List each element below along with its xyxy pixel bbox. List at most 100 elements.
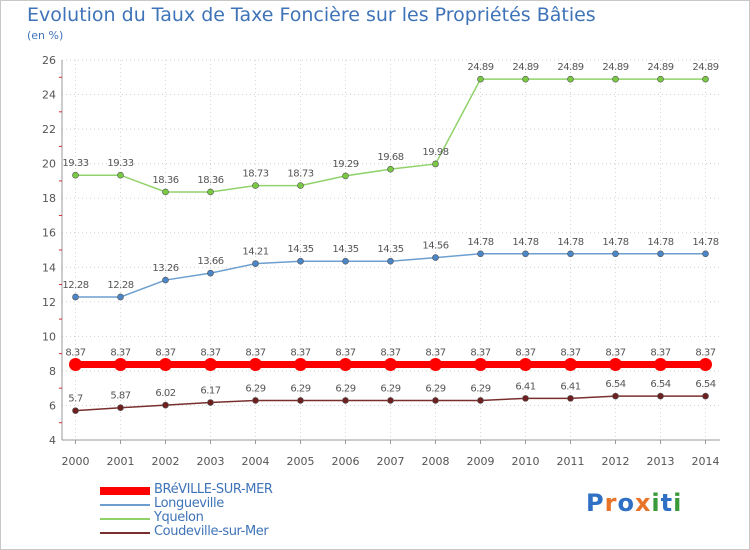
data-label: 6.29 — [335, 383, 355, 394]
data-label: 18.36 — [152, 175, 178, 186]
x-tick-label: 2001 — [107, 455, 135, 468]
data-label: 8.37 — [650, 348, 670, 359]
data-point — [519, 358, 532, 372]
data-point — [387, 397, 394, 404]
data-label: 24.89 — [602, 62, 628, 73]
x-tick-label: 2008 — [422, 455, 450, 468]
data-label: 19.68 — [377, 152, 403, 163]
data-point — [387, 257, 394, 265]
data-point — [564, 358, 577, 372]
data-label: 24.89 — [557, 62, 583, 73]
logo-letter: t — [660, 489, 674, 517]
data-label: 8.37 — [290, 348, 310, 359]
data-label: 8.37 — [245, 348, 265, 359]
data-point — [114, 358, 127, 372]
data-point — [477, 250, 484, 258]
data-label: 14.78 — [512, 237, 538, 248]
y-tick-label: 10 — [42, 330, 56, 343]
data-label: 14.78 — [647, 237, 673, 248]
y-tick-label: 8 — [49, 365, 56, 378]
data-label: 5.7 — [68, 394, 83, 405]
data-point — [297, 257, 304, 265]
data-point — [207, 269, 214, 277]
legend-label: Yquelon — [154, 510, 204, 525]
y-tick-label: 24 — [42, 89, 56, 102]
data-label: 14.78 — [467, 237, 493, 248]
x-tick-label: 2006 — [332, 455, 360, 468]
data-label: 14.78 — [557, 237, 583, 248]
data-point — [432, 160, 439, 168]
data-label: 6.54 — [605, 379, 625, 390]
data-point — [162, 401, 169, 409]
logo-letter: i — [673, 489, 683, 517]
x-tick-label: 2013 — [647, 455, 675, 468]
data-label: 18.36 — [197, 175, 223, 186]
data-label: 8.37 — [65, 348, 85, 359]
x-tick-label: 2007 — [377, 455, 405, 468]
data-label: 14.78 — [692, 237, 718, 248]
data-point — [72, 407, 79, 414]
data-point — [117, 171, 124, 179]
data-label: 8.37 — [380, 348, 400, 359]
data-point — [477, 397, 484, 404]
data-label: 24.89 — [692, 62, 718, 73]
data-label: 8.37 — [155, 348, 175, 359]
data-label: 8.37 — [515, 348, 535, 359]
data-point — [159, 358, 172, 372]
data-label: 18.73 — [287, 169, 313, 180]
legend-swatch — [100, 532, 150, 534]
logo-letter: r — [604, 489, 618, 517]
data-point — [612, 75, 619, 83]
data-label: 8.37 — [110, 348, 130, 359]
data-point — [702, 392, 709, 400]
x-tick-label: 2012 — [602, 455, 630, 468]
x-tick-label: 2009 — [467, 455, 495, 468]
data-point — [342, 257, 349, 265]
data-label: 24.89 — [467, 62, 493, 73]
data-label: 13.26 — [152, 263, 178, 274]
data-label: 8.37 — [425, 348, 445, 359]
y-tick-label: 4 — [49, 434, 56, 447]
legend-swatch — [100, 487, 150, 495]
data-label: 14.35 — [287, 244, 313, 255]
data-point — [384, 358, 397, 372]
y-tick-label: 18 — [42, 192, 56, 205]
x-tick-label: 2002 — [152, 455, 180, 468]
data-label: 5.87 — [110, 391, 130, 402]
data-point — [567, 75, 574, 83]
data-label: 8.37 — [560, 348, 580, 359]
data-label: 24.89 — [647, 62, 673, 73]
logo-letter: o — [617, 489, 635, 517]
data-point — [654, 358, 667, 372]
data-point — [477, 75, 484, 83]
data-point — [72, 171, 79, 179]
data-label: 6.41 — [515, 381, 535, 392]
data-point — [609, 358, 622, 372]
data-label: 12.28 — [107, 280, 133, 291]
data-point — [429, 358, 442, 372]
logo-letter: i — [651, 489, 661, 517]
data-label: 19.33 — [62, 158, 88, 169]
y-tick-label: 14 — [42, 261, 56, 274]
x-tick-label: 2011 — [557, 455, 585, 468]
data-label: 8.37 — [695, 348, 715, 359]
y-tick-label: 22 — [42, 123, 56, 136]
logo-letter: x — [634, 489, 652, 517]
data-label: 6.02 — [155, 388, 175, 399]
data-point — [72, 293, 79, 301]
data-point — [657, 75, 664, 83]
data-point — [567, 395, 574, 402]
legend-label: Longueville — [154, 496, 224, 511]
x-tick-label: 2003 — [197, 455, 225, 468]
x-tick-label: 2004 — [242, 455, 270, 468]
data-point — [207, 399, 214, 406]
data-point — [297, 397, 304, 404]
data-point — [252, 260, 259, 267]
data-label: 6.17 — [200, 386, 220, 397]
data-label: 8.37 — [335, 348, 355, 359]
y-tick-label: 6 — [49, 399, 56, 412]
y-tick-label: 20 — [42, 158, 56, 171]
chart-title: Evolution du Taux de Taxe Foncière sur l… — [27, 4, 596, 26]
data-label: 6.29 — [470, 383, 490, 394]
